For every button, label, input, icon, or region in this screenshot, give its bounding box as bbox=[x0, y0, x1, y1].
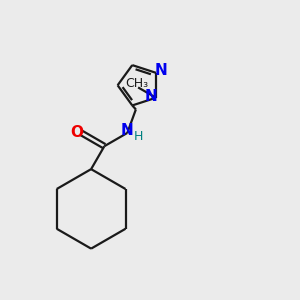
Text: O: O bbox=[70, 125, 83, 140]
Text: H: H bbox=[134, 130, 143, 143]
Text: N: N bbox=[121, 123, 134, 138]
Text: CH₃: CH₃ bbox=[125, 76, 148, 89]
Text: N: N bbox=[144, 89, 157, 104]
Text: N: N bbox=[155, 63, 168, 78]
